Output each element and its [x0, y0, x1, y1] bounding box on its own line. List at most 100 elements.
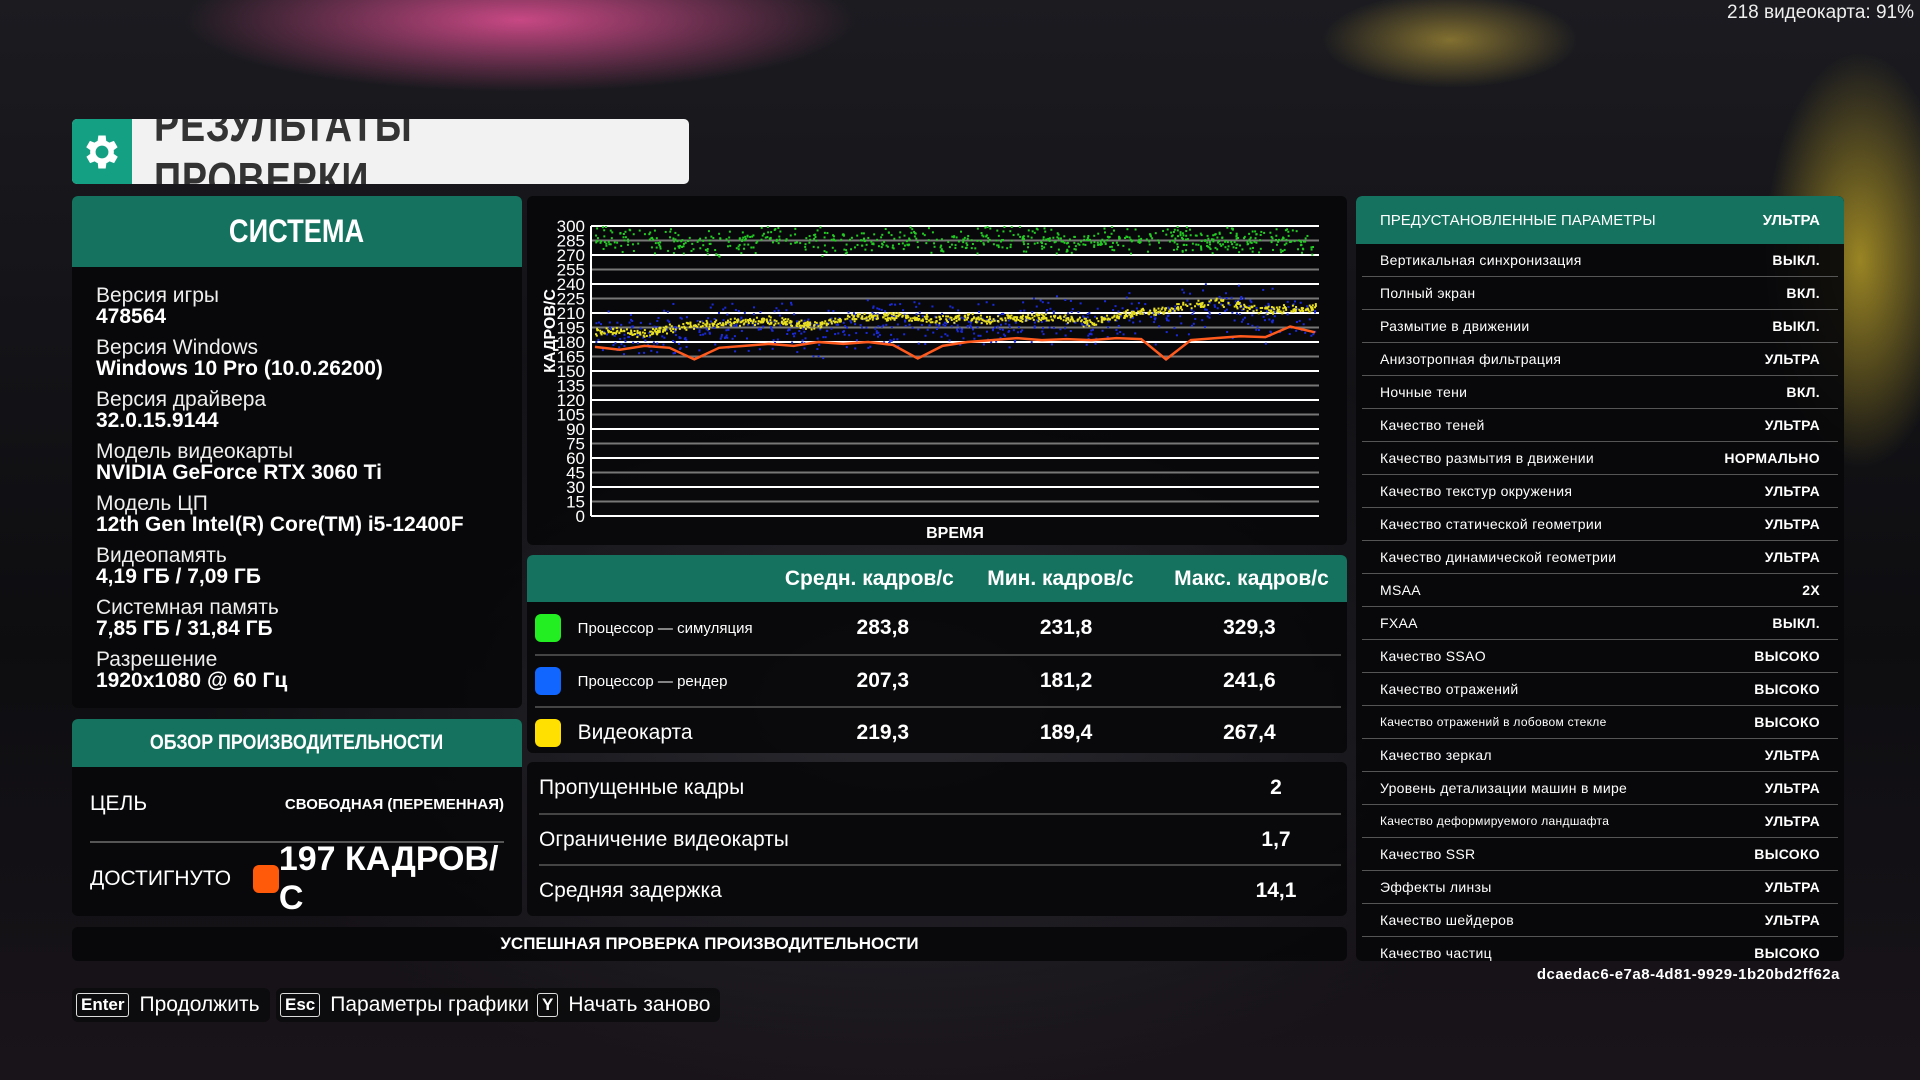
data-point: [953, 321, 956, 324]
data-point: [1302, 323, 1305, 326]
data-point: [1297, 239, 1300, 242]
data-point: [809, 238, 812, 241]
data-point: [882, 313, 885, 316]
data-point: [979, 314, 982, 317]
data-point: [797, 322, 800, 325]
data-point: [643, 329, 646, 332]
data-point: [893, 237, 896, 240]
data-point: [1275, 243, 1278, 246]
data-point: [1000, 312, 1003, 315]
data-point: [1015, 317, 1018, 320]
data-point: [1044, 313, 1047, 316]
data-point: [821, 255, 824, 258]
data-point: [1220, 244, 1223, 247]
data-point: [1048, 326, 1051, 329]
data-point: [1206, 234, 1209, 237]
data-point: [914, 318, 917, 321]
restart-button[interactable]: Y Начать заново: [533, 988, 721, 1022]
data-point: [662, 343, 665, 346]
data-point: [767, 231, 770, 234]
data-point: [759, 321, 762, 324]
data-point: [1188, 303, 1191, 306]
data-point: [662, 330, 665, 333]
data-point: [1224, 246, 1227, 249]
data-point: [875, 330, 878, 333]
data-point: [826, 323, 829, 326]
data-point: [759, 311, 762, 314]
data-point: [603, 240, 606, 243]
data-point: [813, 237, 816, 240]
data-point: [1137, 240, 1140, 243]
data-point: [756, 240, 759, 243]
data-point: [1019, 315, 1022, 318]
data-point: [690, 249, 693, 252]
graphics-settings-button[interactable]: Esc Параметры графики: [276, 988, 539, 1022]
data-point: [1253, 240, 1256, 243]
data-point: [813, 234, 816, 237]
data-point: [828, 322, 831, 325]
data-point: [1274, 238, 1277, 241]
setting-label: MSAA: [1380, 582, 1421, 598]
data-point: [1310, 334, 1313, 337]
data-point: [884, 317, 887, 320]
data-point: [1260, 310, 1263, 313]
setting-label: Качество теней: [1380, 417, 1485, 433]
data-point: [918, 317, 921, 320]
data-point: [788, 328, 791, 331]
data-point: [656, 319, 659, 322]
data-point: [1134, 332, 1137, 335]
data-point: [768, 320, 771, 323]
data-point: [669, 230, 672, 233]
data-point: [825, 322, 828, 325]
data-point: [1154, 232, 1157, 235]
data-point: [794, 233, 797, 236]
data-point: [1191, 249, 1194, 252]
data-point: [908, 237, 911, 240]
data-point: [978, 318, 981, 321]
data-point: [1070, 310, 1073, 313]
y-tick-label: 30: [566, 478, 585, 497]
data-point: [1222, 297, 1225, 300]
data-point: [1218, 295, 1221, 298]
data-point: [1041, 242, 1044, 245]
data-point: [1137, 310, 1140, 313]
continue-button[interactable]: Enter Продолжить: [72, 988, 270, 1022]
data-point: [1040, 319, 1043, 322]
data-point: [830, 322, 833, 325]
y-tick-label: 240: [557, 275, 585, 294]
data-point: [796, 351, 799, 354]
data-point: [1203, 325, 1206, 328]
data-point: [1107, 320, 1110, 323]
data-point: [966, 243, 969, 246]
data-point: [726, 336, 729, 339]
data-point: [734, 350, 737, 353]
data-point: [987, 318, 990, 321]
data-point: [1072, 320, 1075, 323]
data-point: [979, 334, 982, 337]
data-point: [1022, 236, 1025, 239]
data-point: [632, 233, 635, 236]
data-point: [781, 302, 784, 305]
data-point: [1065, 319, 1068, 322]
data-point: [1047, 237, 1050, 240]
data-point: [1269, 231, 1272, 234]
data-point: [1239, 244, 1242, 247]
data-point: [752, 313, 755, 316]
data-point: [892, 313, 895, 316]
setting-row: Анизотропная фильтрация УЛЬТРА: [1362, 343, 1838, 376]
data-point: [682, 252, 685, 255]
data-point: [799, 326, 802, 329]
data-point: [1126, 309, 1129, 312]
data-point: [720, 324, 723, 327]
data-point: [754, 252, 757, 255]
data-point: [1235, 303, 1238, 306]
data-point: [704, 323, 707, 326]
data-point: [1177, 306, 1180, 309]
data-point: [1130, 302, 1133, 305]
setting-value: ВЫСОКО: [1754, 945, 1820, 961]
data-point: [882, 316, 885, 319]
data-point: [875, 318, 878, 321]
data-point: [1035, 319, 1038, 322]
data-point: [1306, 234, 1309, 237]
button-label: Параметры графики: [330, 993, 529, 1016]
